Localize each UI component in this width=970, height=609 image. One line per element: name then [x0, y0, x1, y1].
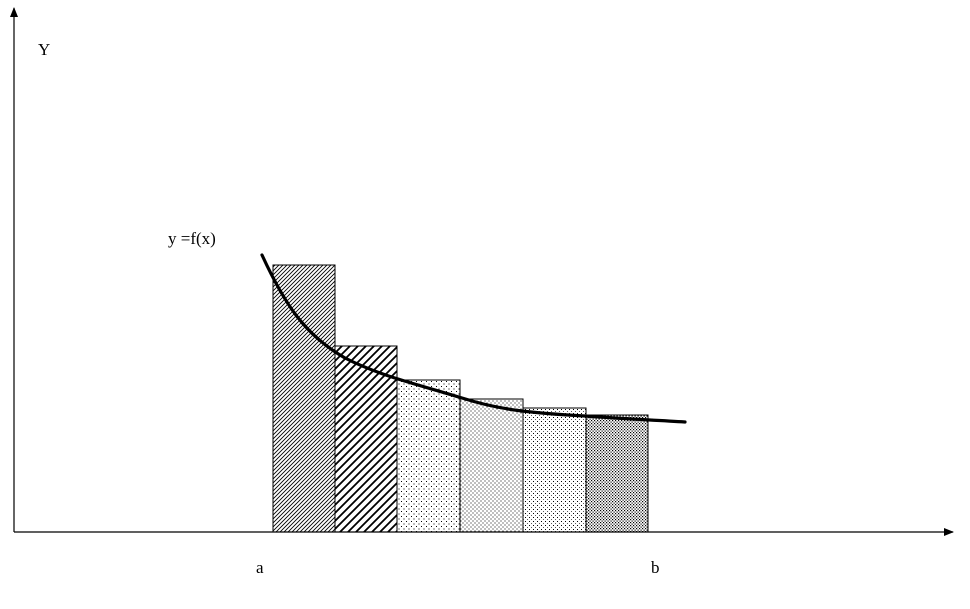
curve-label: y =f(x) — [168, 229, 216, 248]
rectangle-1 — [272, 264, 336, 533]
rectangle-4 — [459, 398, 524, 533]
y-axis-label: Y — [38, 40, 50, 59]
riemann-rectangles — [272, 264, 649, 533]
rectangle-6 — [585, 414, 649, 533]
x-mark-b: b — [651, 558, 660, 577]
rectangle-2 — [334, 345, 398, 533]
rectangle-3 — [396, 379, 461, 533]
function-curve — [260, 253, 687, 424]
rectangle-5 — [522, 407, 587, 533]
x-mark-a: a — [256, 558, 264, 577]
